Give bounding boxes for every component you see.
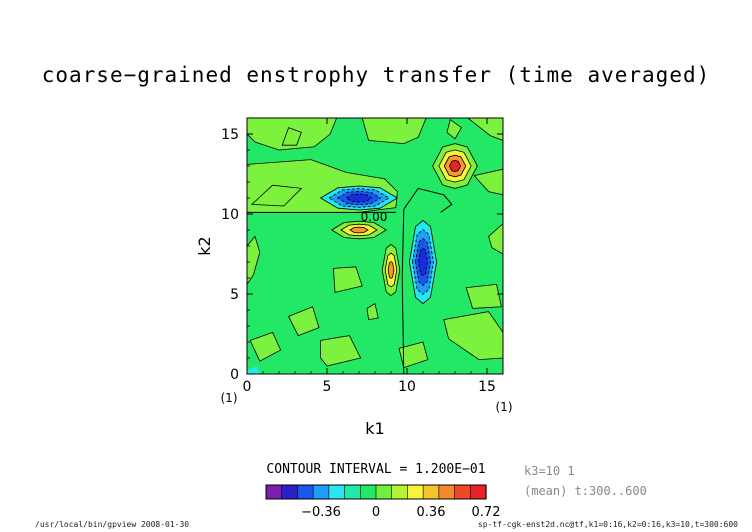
- contour-interval-text: CONTOUR INTERVAL = 1.200E−01: [266, 462, 485, 477]
- low-positive-region: [447, 119, 462, 139]
- y-tick-label: 0: [230, 367, 239, 383]
- low-positive-region: [282, 127, 302, 146]
- colorbar: [265, 484, 487, 500]
- low-positive-region: [251, 185, 302, 206]
- low-negative-region: [247, 366, 260, 374]
- contour-line: [473, 168, 503, 196]
- x-tick-label: 10: [398, 379, 416, 395]
- contour-line: [467, 118, 503, 141]
- contour-line: [249, 331, 282, 362]
- y-axis-label: k2: [195, 236, 214, 255]
- corner-label-x: (1): [221, 391, 238, 405]
- colorbar-tick-label: 0.72: [472, 505, 501, 520]
- zero-contour-line: [403, 187, 453, 213]
- colorbar-swatch: [375, 484, 393, 500]
- side-info-line1: k3=10 1: [524, 464, 575, 478]
- colorbar-swatch: [281, 484, 299, 500]
- low-positive-region: [466, 284, 502, 309]
- y-tick-label: 5: [230, 287, 239, 303]
- low-positive-region: [399, 342, 428, 368]
- colorbar-tick-label: 0: [372, 505, 380, 520]
- contour-line: [361, 118, 427, 145]
- colorbar-swatch: [438, 484, 456, 500]
- low-positive-region: [320, 335, 361, 366]
- x-tick-label: 0: [243, 379, 252, 395]
- contour-line: [398, 341, 429, 369]
- contour-line: [281, 127, 302, 146]
- colorbar-swatch: [469, 484, 487, 500]
- colorbar-swatch: [328, 484, 346, 500]
- x-axis-label: k1: [365, 419, 384, 438]
- low-positive-region: [467, 118, 503, 141]
- contour-line: [288, 306, 320, 337]
- low-positive-region: [443, 311, 503, 360]
- plot-area: 0.00 0 5 10 15 0 5 10 15: [221, 117, 504, 395]
- corner-label-y: (1): [496, 400, 513, 414]
- peak-contour: [448, 159, 462, 173]
- zero-contour-line: [401, 209, 405, 374]
- colorbar-swatch: [344, 484, 361, 500]
- low-positive-region: [362, 118, 427, 144]
- contour-line: [320, 335, 362, 367]
- colorbar-swatch: [265, 484, 283, 500]
- x-tick-label: 15: [478, 379, 496, 395]
- low-positive-region: [488, 223, 503, 254]
- y-tick-label: 15: [221, 127, 239, 143]
- contour-line: [332, 266, 363, 293]
- contour-line: [250, 184, 303, 207]
- colorbar-tick-labels: −0.36 0 0.36 0.72: [301, 505, 500, 520]
- low-positive-region: [288, 306, 319, 336]
- colorbar-swatch: [407, 484, 424, 500]
- peak-contour: [345, 193, 373, 203]
- contour-line: [488, 223, 503, 255]
- contour-line: [443, 311, 503, 361]
- contour-line: [247, 118, 338, 151]
- low-positive-region: [333, 266, 363, 293]
- colorbar-swatch: [422, 484, 440, 500]
- contour-label: 0.00: [361, 210, 388, 224]
- peak-contour: [387, 261, 395, 279]
- x-tick-label: 5: [323, 379, 332, 395]
- contour-line: [446, 118, 462, 140]
- colorbar-swatch: [312, 484, 330, 500]
- peak-contour: [418, 247, 428, 277]
- low-positive-region: [474, 169, 503, 195]
- contour-line: [366, 302, 379, 321]
- colorbar-tick-label: 0.36: [417, 505, 446, 520]
- contour-line: [247, 235, 261, 286]
- low-positive-region: [367, 303, 379, 320]
- colorbar-frame: [265, 484, 487, 500]
- colorbar-swatch: [359, 484, 377, 500]
- contour-line: [465, 283, 502, 309]
- y-tick-label: 10: [221, 207, 239, 223]
- colorbar-swatch: [454, 484, 471, 500]
- footer-left: /usr/local/bin/gpview 2008-01-30: [35, 520, 189, 529]
- side-info-line2: (mean) t:300..600: [524, 484, 647, 498]
- low-positive-region: [247, 236, 260, 285]
- footer-right: sp-tf-cgk-enst2d.nc@tf,k1=0:16,k2=0:16,k…: [478, 520, 738, 529]
- colorbar-tick-label: −0.36: [301, 505, 341, 520]
- colorbar-swatch: [297, 484, 314, 500]
- colorbar-swatch: [391, 484, 409, 500]
- chart-title: coarse−grained enstrophy transfer (time …: [42, 63, 711, 87]
- peak-contour: [349, 226, 369, 234]
